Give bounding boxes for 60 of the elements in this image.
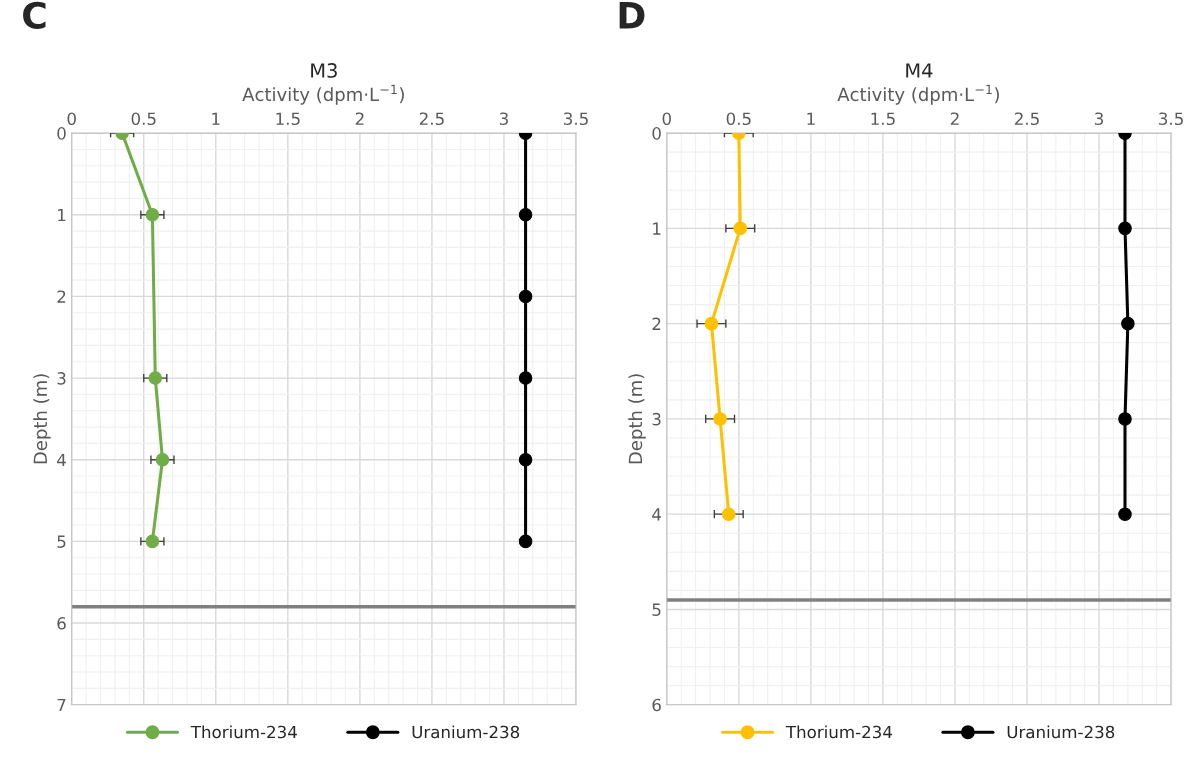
y-axis-title: Depth (m) bbox=[628, 374, 646, 464]
x-tick-label: 3 bbox=[499, 112, 508, 126]
y-tick-label: 5 bbox=[57, 535, 66, 548]
x-tick-label: 2 bbox=[355, 112, 364, 125]
y-tick-label: 2 bbox=[57, 290, 66, 303]
x-tick-label: 0 bbox=[67, 112, 76, 126]
point bbox=[518, 534, 533, 549]
y-tick-label: 0 bbox=[57, 127, 66, 140]
y-tick-label: 0 bbox=[652, 127, 661, 140]
x-tick-label: 3 bbox=[1095, 112, 1104, 126]
x-axis-title: Activity (dpm·L$^{−1}$) bbox=[837, 84, 999, 105]
y-tick-label: 4 bbox=[652, 508, 661, 521]
y-tick-label: 3 bbox=[652, 412, 661, 426]
x-axis-title: Activity (dpm·L$^{−1}$) bbox=[242, 84, 404, 105]
y-tick-label: 3 bbox=[57, 372, 66, 385]
point bbox=[1118, 507, 1132, 521]
x-tick-label: 3.5 bbox=[564, 112, 588, 126]
x-tick-label: 0.5 bbox=[131, 112, 156, 126]
point bbox=[518, 452, 533, 467]
x-tick-label: 2.5 bbox=[1014, 112, 1039, 126]
legend-label: Uranium-238 bbox=[1007, 725, 1115, 739]
point bbox=[148, 371, 163, 385]
x-tick-label: 1.5 bbox=[276, 112, 300, 126]
legend-label: Thorium-234 bbox=[190, 725, 297, 739]
point bbox=[733, 221, 748, 236]
chart-title: M3 bbox=[311, 63, 337, 78]
x-tick-label: 2.5 bbox=[419, 112, 444, 126]
x-tick-label: 1.5 bbox=[871, 112, 895, 126]
point bbox=[518, 289, 533, 304]
y-tick-label: 2 bbox=[652, 317, 661, 330]
y-tick-label: 7 bbox=[57, 698, 66, 712]
point bbox=[1121, 316, 1135, 331]
x-tick-label: 1 bbox=[807, 112, 815, 125]
y-tick-label: 1 bbox=[653, 222, 661, 235]
point bbox=[518, 208, 533, 222]
legend-label: Uranium-238 bbox=[412, 725, 520, 739]
y-tick-label: 4 bbox=[57, 453, 66, 467]
point bbox=[1118, 221, 1132, 236]
point bbox=[145, 534, 160, 549]
chart-title: M4 bbox=[906, 63, 933, 78]
point bbox=[155, 452, 170, 467]
point bbox=[704, 316, 719, 331]
y-tick-label: 5 bbox=[652, 603, 661, 616]
text: D bbox=[619, 2, 645, 29]
y-axis-title: Depth (m) bbox=[33, 374, 51, 464]
point bbox=[721, 507, 736, 521]
y-tick-label: 6 bbox=[652, 698, 661, 712]
x-tick-label: 0.5 bbox=[726, 112, 751, 126]
point bbox=[1118, 412, 1132, 426]
point bbox=[713, 412, 727, 426]
x-tick-label: 1 bbox=[212, 112, 220, 125]
text: C bbox=[23, 1, 46, 29]
point bbox=[145, 208, 160, 222]
x-tick-label: 3.5 bbox=[1159, 112, 1183, 126]
x-tick-label: 2 bbox=[950, 112, 959, 125]
x-tick-label: 0 bbox=[662, 112, 671, 126]
legend-label: Thorium-234 bbox=[785, 725, 892, 739]
y-tick-label: 1 bbox=[58, 208, 66, 222]
point bbox=[518, 371, 533, 385]
y-tick-label: 6 bbox=[57, 617, 66, 630]
